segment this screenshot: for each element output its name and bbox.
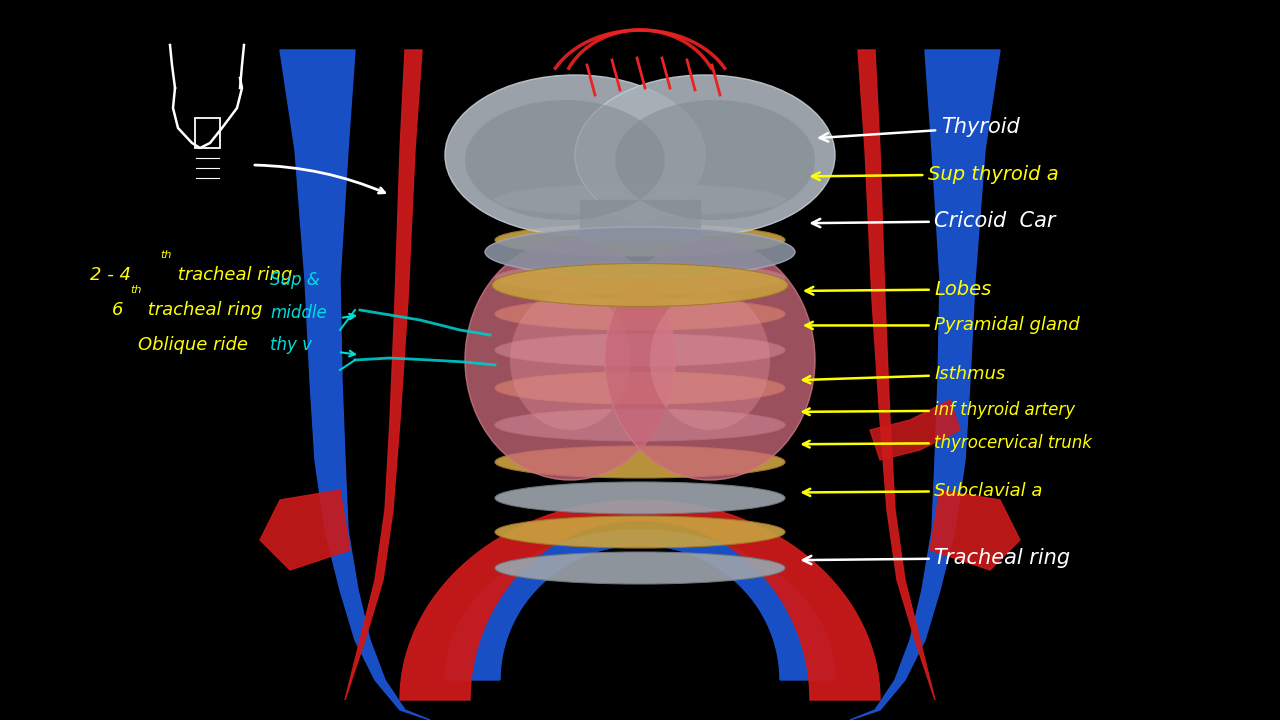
- Polygon shape: [870, 400, 960, 460]
- Ellipse shape: [509, 290, 630, 430]
- Ellipse shape: [495, 262, 785, 294]
- Ellipse shape: [495, 516, 785, 548]
- Polygon shape: [580, 200, 700, 240]
- Ellipse shape: [445, 75, 705, 235]
- Text: Pyramidal gland: Pyramidal gland: [805, 316, 1080, 334]
- Text: Tracheal ring: Tracheal ring: [803, 548, 1070, 568]
- Text: Oblique ride: Oblique ride: [138, 336, 248, 354]
- Polygon shape: [931, 490, 1020, 570]
- Ellipse shape: [495, 334, 785, 366]
- Text: 6: 6: [113, 301, 123, 319]
- Polygon shape: [445, 530, 835, 680]
- Text: middle: middle: [270, 304, 326, 322]
- Text: Sup thyroid a: Sup thyroid a: [812, 165, 1059, 184]
- Ellipse shape: [495, 224, 785, 256]
- Ellipse shape: [575, 75, 835, 235]
- Text: thyrocervical trunk: thyrocervical trunk: [803, 433, 1092, 452]
- Ellipse shape: [492, 264, 788, 307]
- Polygon shape: [858, 50, 934, 700]
- Ellipse shape: [495, 298, 785, 330]
- Text: thy v: thy v: [270, 336, 312, 354]
- Ellipse shape: [650, 290, 771, 430]
- Ellipse shape: [495, 409, 785, 441]
- Text: Subclavial a: Subclavial a: [803, 482, 1043, 500]
- Polygon shape: [280, 50, 430, 720]
- Text: th: th: [131, 285, 141, 295]
- Text: th: th: [160, 250, 172, 260]
- Polygon shape: [850, 50, 1000, 720]
- Text: Lobes: Lobes: [805, 280, 992, 299]
- Bar: [195, 118, 220, 148]
- Text: tracheal ring: tracheal ring: [142, 301, 262, 319]
- Ellipse shape: [605, 240, 815, 480]
- Ellipse shape: [465, 100, 666, 220]
- Ellipse shape: [614, 100, 815, 220]
- Text: tracheal ring: tracheal ring: [172, 266, 292, 284]
- Ellipse shape: [495, 446, 785, 478]
- Polygon shape: [260, 490, 349, 570]
- Ellipse shape: [495, 482, 785, 514]
- Text: 2 - 4: 2 - 4: [90, 266, 131, 284]
- Text: Sup &: Sup &: [270, 271, 320, 289]
- Ellipse shape: [495, 372, 785, 404]
- Ellipse shape: [495, 184, 785, 216]
- Text: Isthmus: Isthmus: [803, 366, 1006, 383]
- Text: inf thyroid artery: inf thyroid artery: [803, 401, 1075, 419]
- Text: Thyroid: Thyroid: [819, 117, 1020, 142]
- Ellipse shape: [485, 227, 795, 277]
- Polygon shape: [346, 50, 422, 700]
- Ellipse shape: [465, 240, 675, 480]
- Ellipse shape: [495, 552, 785, 584]
- Text: Cricoid  Car: Cricoid Car: [812, 211, 1056, 231]
- Polygon shape: [399, 500, 881, 700]
